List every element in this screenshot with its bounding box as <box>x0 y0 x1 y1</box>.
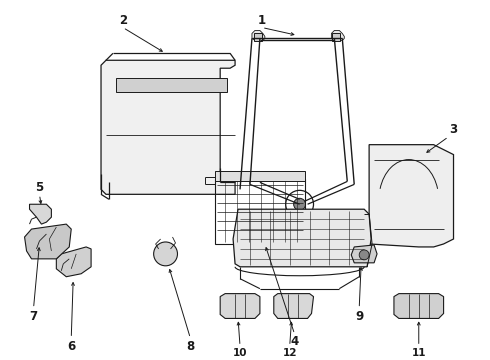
Bar <box>116 78 227 92</box>
Polygon shape <box>24 224 71 259</box>
Polygon shape <box>331 31 344 40</box>
Bar <box>332 33 341 41</box>
Polygon shape <box>233 209 371 267</box>
Text: 10: 10 <box>233 348 247 358</box>
Bar <box>254 33 262 41</box>
Polygon shape <box>369 145 454 247</box>
Text: 3: 3 <box>449 123 458 136</box>
Polygon shape <box>274 294 314 319</box>
Text: 1: 1 <box>258 14 266 27</box>
Polygon shape <box>101 60 235 194</box>
Polygon shape <box>351 245 377 263</box>
Text: 4: 4 <box>291 335 299 348</box>
Text: 9: 9 <box>355 310 363 323</box>
Text: 5: 5 <box>35 181 44 194</box>
Bar <box>215 179 305 244</box>
Text: 8: 8 <box>186 340 195 353</box>
Text: 7: 7 <box>29 310 38 323</box>
Circle shape <box>154 242 177 266</box>
Text: 12: 12 <box>282 348 297 358</box>
Polygon shape <box>29 204 51 224</box>
Text: 6: 6 <box>67 340 75 353</box>
Text: 2: 2 <box>119 14 127 27</box>
Bar <box>215 171 305 181</box>
Circle shape <box>359 250 369 260</box>
Polygon shape <box>220 294 260 319</box>
Circle shape <box>294 198 306 210</box>
Polygon shape <box>56 247 91 277</box>
Polygon shape <box>252 31 265 40</box>
Text: 11: 11 <box>412 348 426 358</box>
Polygon shape <box>394 294 443 319</box>
